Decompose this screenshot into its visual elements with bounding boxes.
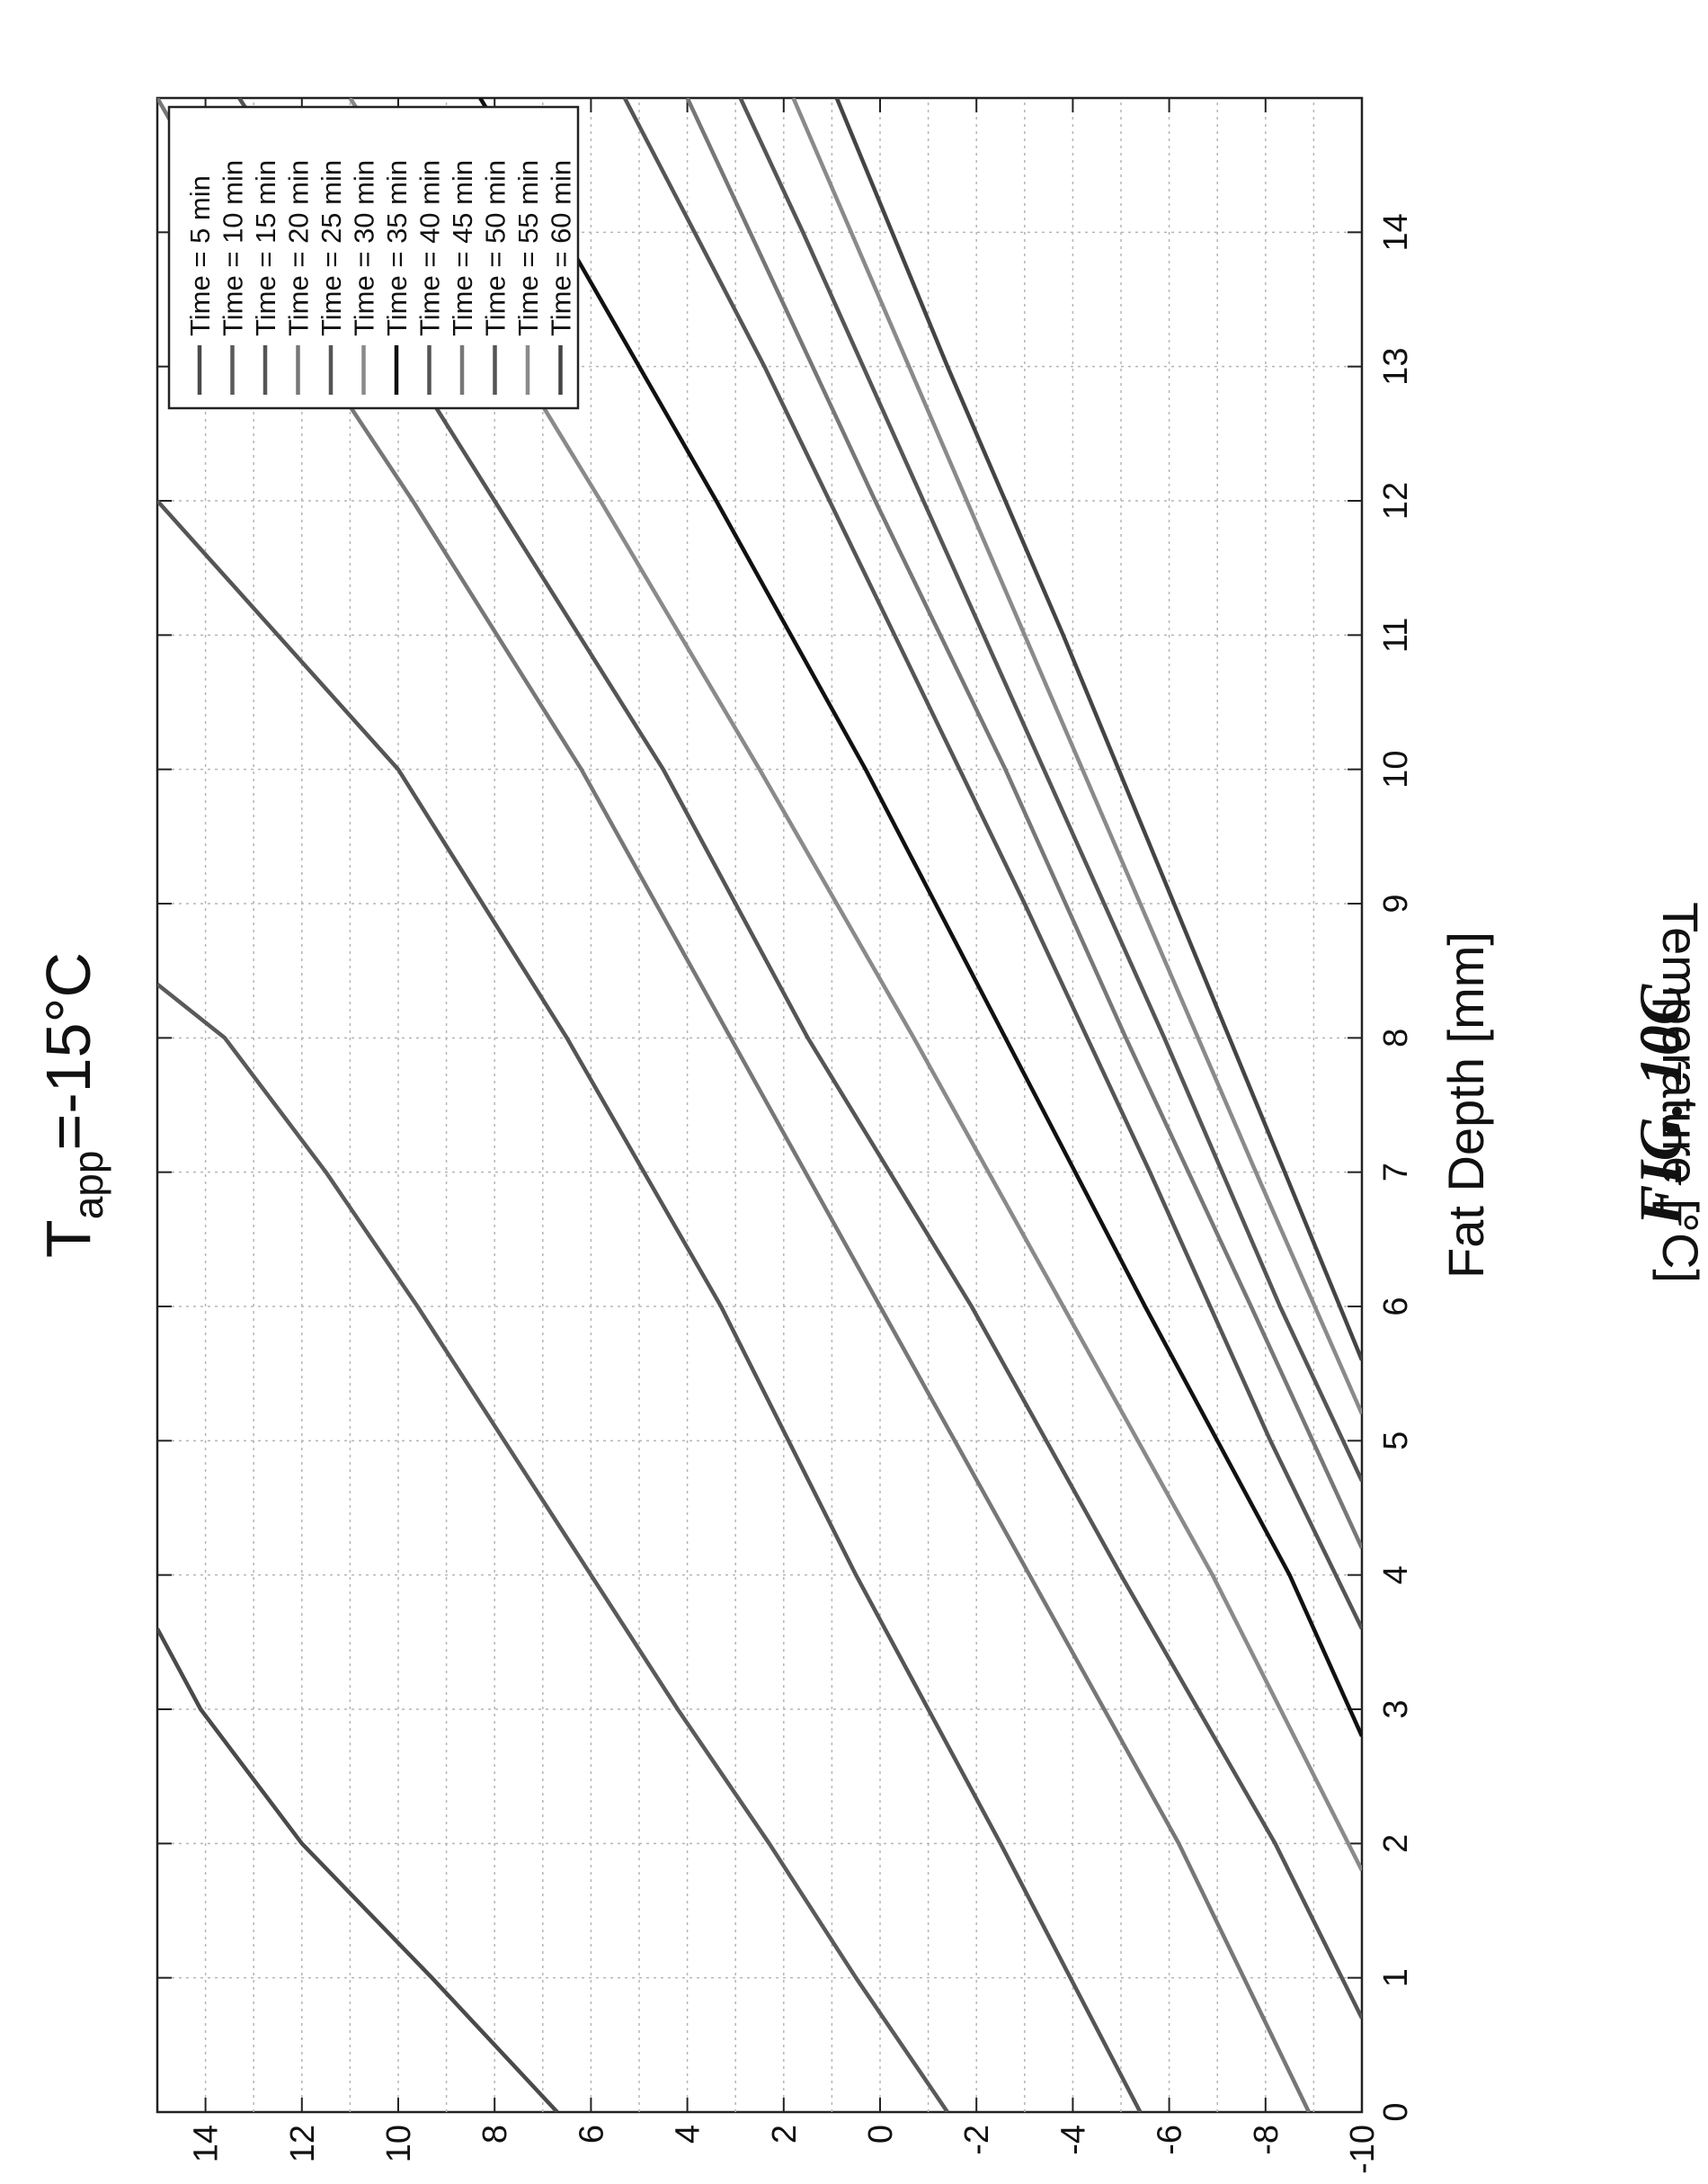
chart-title-subscript: app [65,1151,111,1220]
series-line-8 [622,98,1362,1630]
x-tick-label: 12 [1377,482,1415,520]
series-line-7 [478,98,1362,1737]
series-line-11 [791,98,1362,1415]
x-tick-label: 3 [1377,1699,1415,1718]
series-line-2 [157,982,949,2112]
chart-title: Tapp=-15°C [33,952,111,1258]
y-tick-label: -4 [1054,2125,1092,2155]
y-tick-label: 8 [476,2125,514,2144]
y-axis-label: Temperature [°C] [1652,902,1708,1283]
y-tick-label: 2 [766,2125,804,2144]
legend-label: Time = 40 min [414,160,446,336]
y-tick-label: 4 [670,2125,707,2144]
series-lines [157,98,1362,2112]
x-tick-label: 2 [1377,1834,1415,1853]
y-tick-label: 0 [862,2125,900,2144]
legend-label: Time = 50 min [480,160,512,336]
x-tick-label: 13 [1377,348,1415,386]
x-tick-label: 0 [1377,2102,1415,2121]
x-tick-label: 8 [1377,1029,1415,1047]
x-tick-label: 11 [1377,618,1415,653]
x-tick-label: 7 [1377,1163,1415,1181]
y-tick-label: -6 [1152,2125,1189,2155]
x-tick-label: 6 [1377,1297,1415,1315]
series-line-12 [834,98,1362,1361]
legend-label: Time = 35 min [381,160,413,336]
y-tick-label: 6 [573,2125,610,2144]
x-tick-label: 4 [1377,1565,1415,1584]
legend-label: Time = 45 min [447,160,478,336]
y-tick-label: 12 [284,2125,322,2162]
legend-label: Time = 5 min [184,175,216,336]
y-tick-label: -2 [958,2125,996,2155]
x-tick-label: 10 [1377,751,1415,789]
grid [157,98,1362,2112]
series-line-1 [157,1627,559,2112]
legend-label: Time = 25 min [316,160,347,336]
y-axis-ticks: -10 -8 -6 -4 -2 0 2 4 6 8 10 12 14 [188,98,1382,2174]
x-tick-label: 5 [1377,1431,1415,1450]
legend-box [167,105,580,410]
legend-label: Time = 15 min [250,160,281,336]
legend-label: Time = 10 min [218,160,249,336]
legend-label: Time = 30 min [349,160,380,336]
legend-label: Time = 20 min [283,160,315,336]
x-tick-label: 14 [1377,213,1415,251]
y-tick-label: 14 [188,2125,226,2162]
legend-label: Time = 55 min [512,160,544,336]
x-axis-label: Fat Depth [mm] [1437,932,1494,1279]
legend: Time = 5 min Time = 10 min Time = 15 min Ti… [167,105,580,410]
y-tick-label: 10 [380,2125,418,2162]
figure-label: FIG. 10C [1626,984,1695,1226]
x-tick-label: 9 [1377,894,1415,913]
series-line-3 [157,499,1143,2112]
plot-frame [156,96,1364,2114]
series-line-9 [685,98,1362,1549]
y-tick-label: -8 [1248,2125,1285,2155]
legend-label: Time = 60 min [546,160,577,336]
x-tick-label: 1 [1377,1968,1415,1987]
y-tick-label: -10 [1344,2125,1382,2174]
chart-title-rest: =-15°C [33,952,103,1151]
chart-title-main: T [33,1219,103,1258]
series-line-10 [738,98,1362,1483]
